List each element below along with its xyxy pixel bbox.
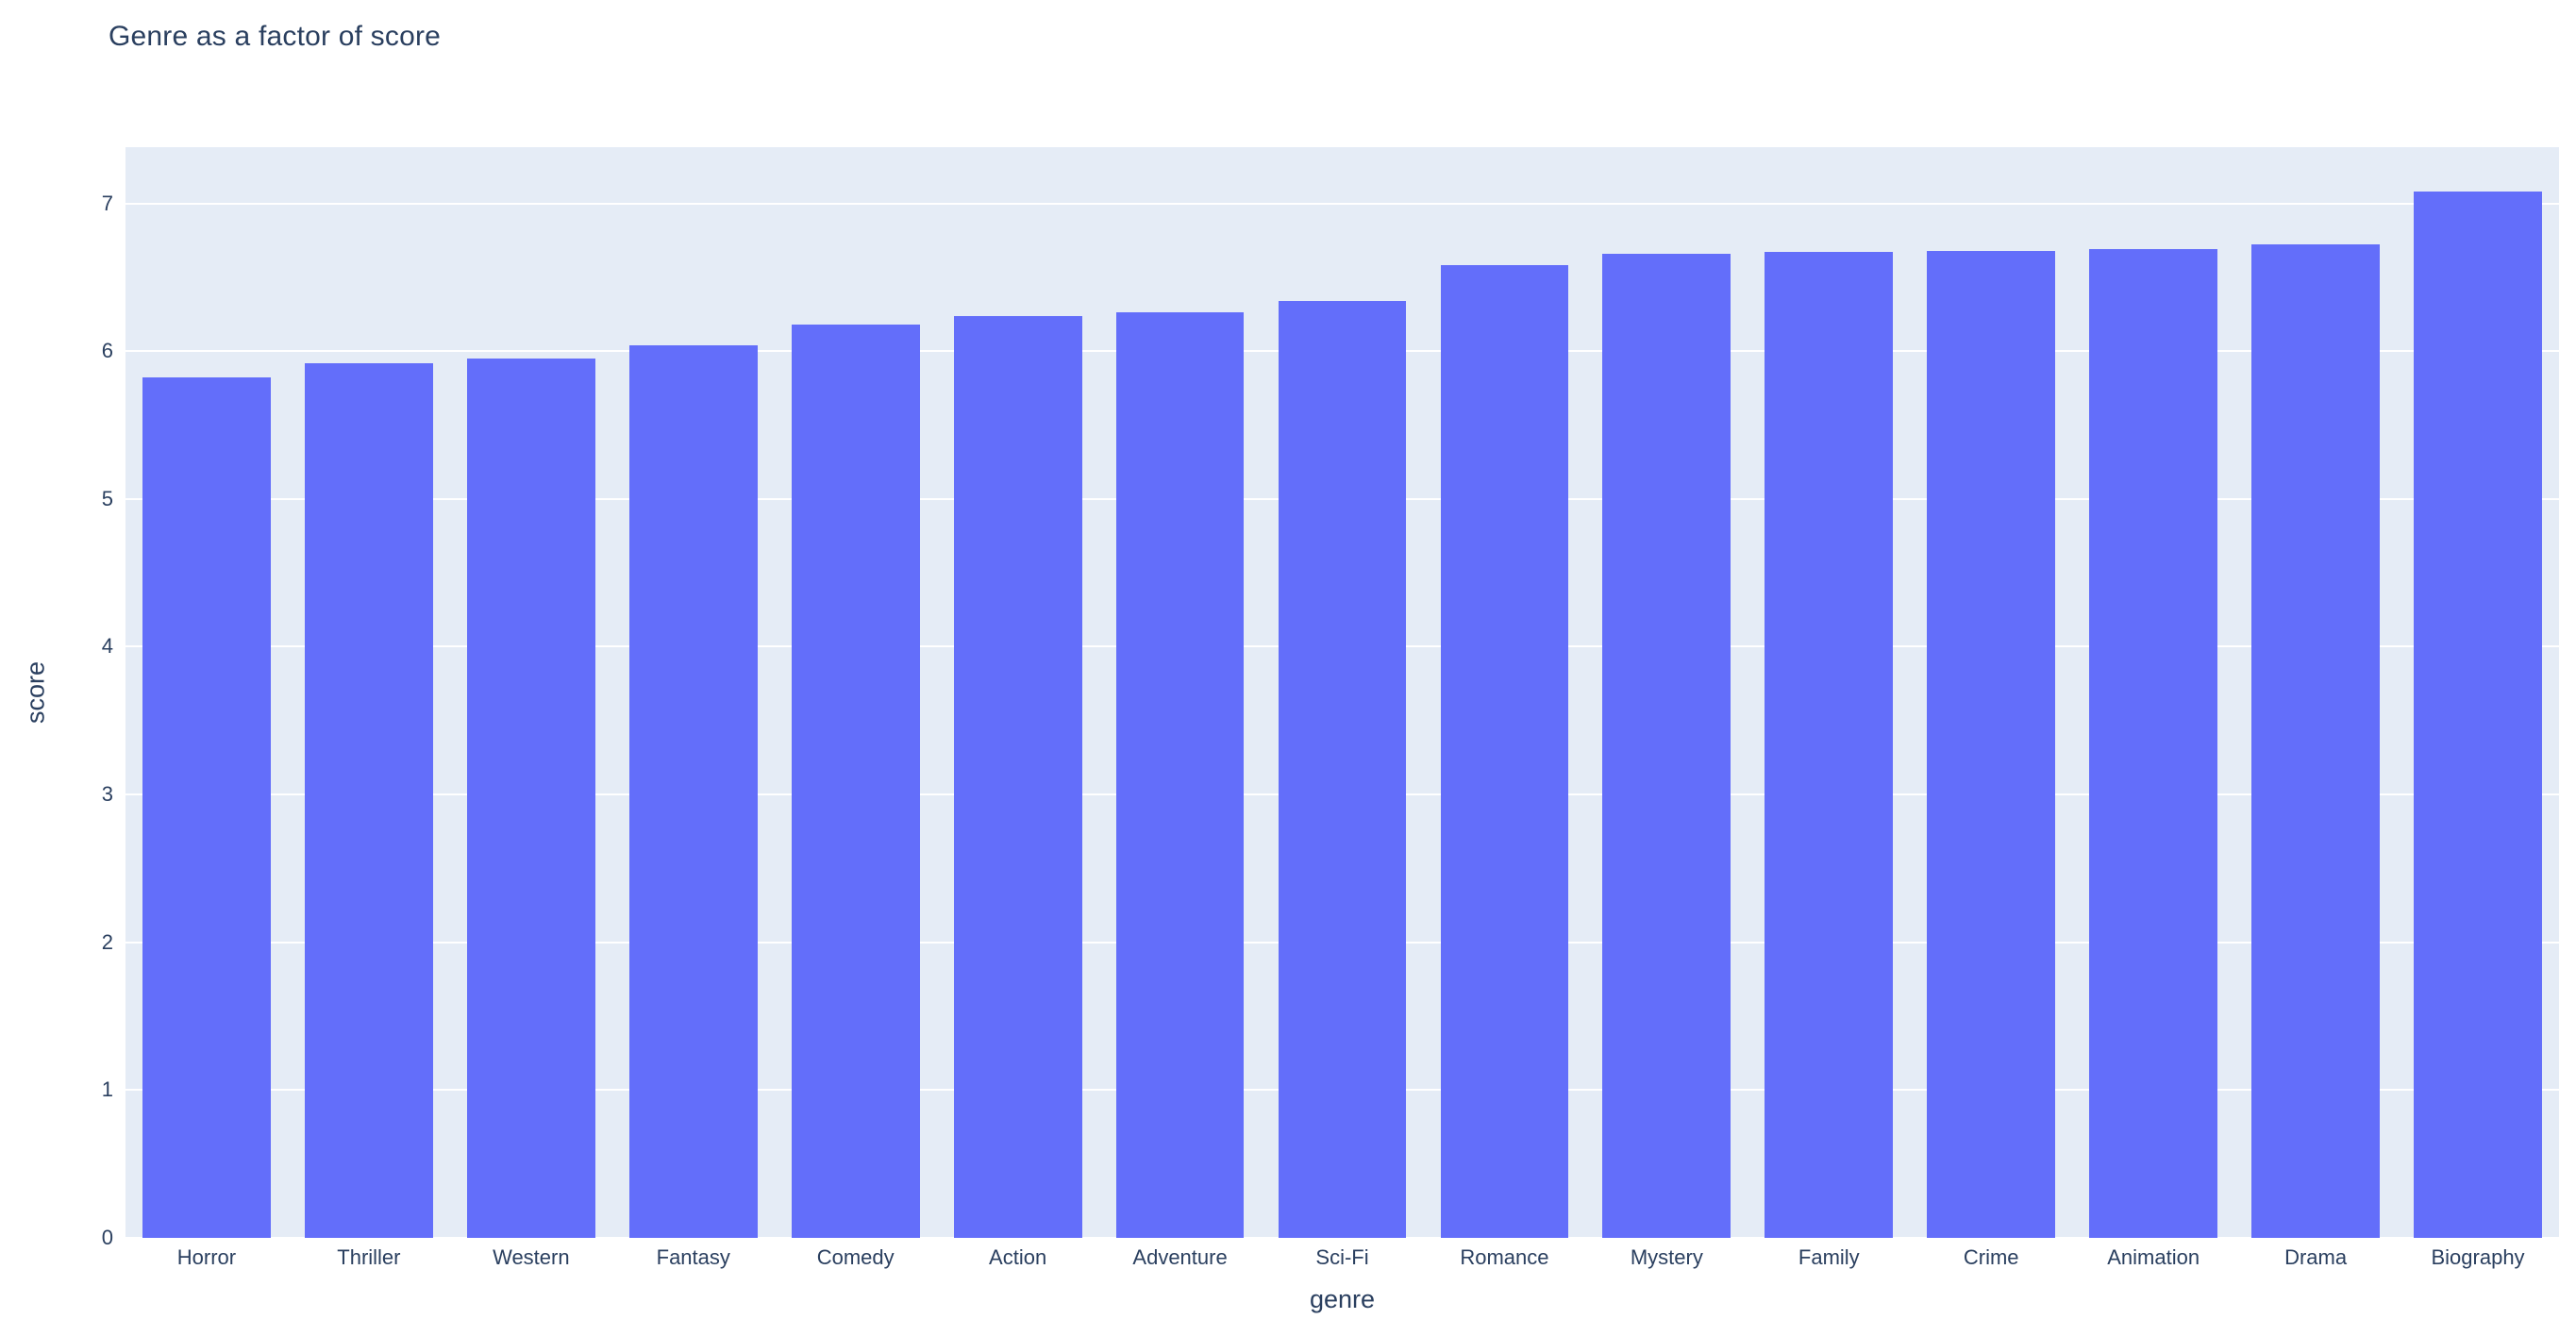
- bar-adventure: [1115, 312, 1245, 1238]
- y-tick-label-5: 5: [101, 486, 113, 510]
- bar-animation: [2089, 249, 2218, 1238]
- x-tick-label-western: Western: [493, 1245, 570, 1269]
- bar-crime: [1927, 250, 2056, 1238]
- bar-family: [1765, 252, 1894, 1238]
- y-tick-label-4: 4: [101, 634, 113, 659]
- chart-title: Genre as a factor of score: [109, 21, 442, 52]
- bar-western: [466, 359, 595, 1238]
- bar-fantasy: [628, 344, 758, 1238]
- gridline-y-0: [125, 1237, 2559, 1239]
- x-axis-title: genre: [1309, 1285, 1376, 1313]
- x-tick-label-thriller: Thriller: [337, 1245, 401, 1269]
- bar-sci-fi: [1278, 300, 1407, 1238]
- bar-mystery: [1602, 253, 1731, 1238]
- bar-comedy: [791, 324, 920, 1238]
- x-tick-label-drama: Drama: [2284, 1245, 2348, 1269]
- bar-action: [953, 315, 1082, 1238]
- y-tick-label-7: 7: [101, 191, 113, 215]
- bar-romance: [1440, 265, 1569, 1238]
- bar-thriller: [304, 362, 433, 1238]
- x-tick-label-fantasy: Fantasy: [656, 1245, 730, 1269]
- bar-horror: [142, 377, 271, 1238]
- x-tick-label-crime: Crime: [1963, 1245, 2019, 1269]
- x-tick-label-biography: Biography: [2431, 1245, 2525, 1269]
- x-axis-tick-labels: Horror Thriller Western Fantasy Comedy Action…: [125, 1245, 2559, 1274]
- x-tick-label-horror: Horror: [176, 1245, 237, 1269]
- y-tick-label-0: 0: [101, 1226, 113, 1249]
- y-tick-label-3: 3: [101, 782, 113, 807]
- x-tick-label-comedy: Comedy: [816, 1245, 895, 1269]
- x-tick-label-mystery: Mystery: [1630, 1245, 1703, 1269]
- x-tick-label-family: Family: [1798, 1245, 1860, 1269]
- x-tick-label-animation: Animation: [2107, 1245, 2200, 1269]
- y-axis-tick-labels: 0 1 2 3 4 5 6 7: [0, 147, 113, 1247]
- bar-drama: [2251, 244, 2380, 1238]
- x-tick-label-adventure: Adventure: [1132, 1245, 1228, 1269]
- x-tick-label-romance: Romance: [1460, 1245, 1549, 1269]
- gridline-y-7: [125, 202, 2559, 205]
- y-tick-label-1: 1: [101, 1077, 113, 1102]
- bar-biography: [2414, 192, 2542, 1238]
- y-tick-label-2: 2: [101, 929, 113, 954]
- y-tick-label-6: 6: [101, 339, 113, 363]
- x-tick-label-sci-fi: Sci-Fi: [1315, 1245, 1369, 1269]
- plot-area: [125, 147, 2559, 1239]
- x-tick-label-action: Action: [989, 1245, 1047, 1269]
